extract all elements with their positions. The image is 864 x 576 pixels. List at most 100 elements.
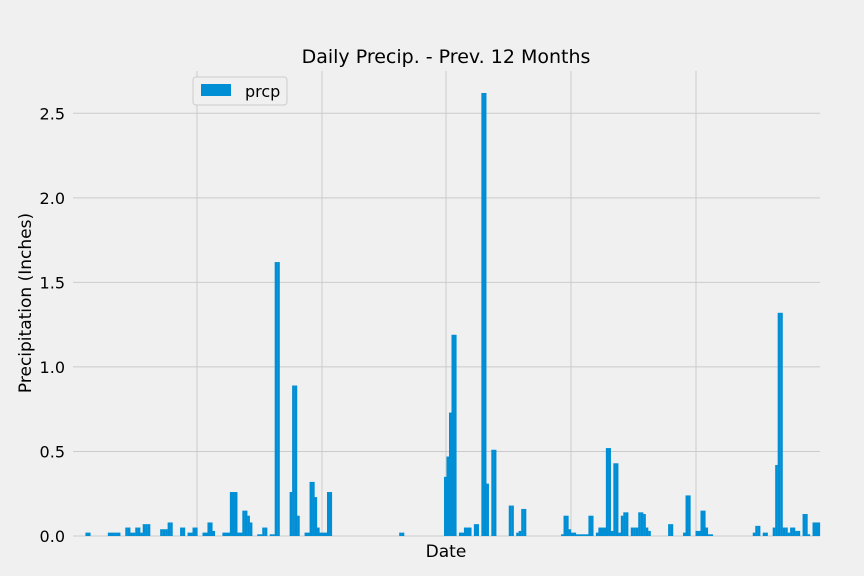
prcp-bar: [635, 527, 639, 536]
prcp-bar: [780, 312, 783, 536]
prcp-bar: [110, 532, 113, 536]
prcp-bar: [329, 492, 333, 536]
prcp-bar: [182, 527, 186, 536]
grid-lines: [73, 71, 820, 537]
prcp-bar: [568, 529, 572, 536]
prcp-bar: [451, 334, 455, 536]
prcp-bar: [481, 92, 484, 537]
prcp-bar: [125, 527, 128, 536]
prcp-bar: [640, 512, 644, 536]
prcp-bar: [234, 492, 238, 536]
prcp-bar: [583, 534, 587, 536]
y-tick-label: 0.5: [40, 442, 65, 461]
prcp-bar: [620, 515, 624, 536]
prcp-bar: [695, 530, 699, 536]
prcp-bar: [697, 530, 701, 536]
prcp-bar: [785, 527, 788, 536]
prcp-bar: [242, 510, 245, 536]
prcp-bar: [127, 527, 131, 536]
prcp-bar: [461, 532, 465, 536]
prcp-bar: [702, 510, 706, 536]
prcp-bar: [782, 527, 786, 536]
prcp-bar: [324, 532, 328, 536]
prcp-bar: [212, 530, 216, 536]
legend: prcp: [192, 76, 288, 106]
prcp-bar: [257, 534, 260, 536]
prcp-bar: [757, 525, 761, 536]
prcp-bar: [448, 412, 452, 536]
prcp-bar: [683, 532, 686, 536]
prcp-bar: [446, 456, 450, 536]
prcp-bar: [190, 532, 193, 536]
prcp-bar: [85, 532, 89, 536]
prcp-bar: [585, 534, 589, 536]
prcp-bar: [142, 524, 146, 536]
prcp-bar: [207, 522, 211, 536]
prcp-bar: [167, 522, 171, 536]
prcp-bar: [566, 515, 569, 536]
prcp-bar: [516, 532, 519, 536]
prcp-bar: [229, 492, 233, 536]
prcp-bar: [312, 481, 315, 536]
y-tick-label: 2.0: [40, 189, 65, 208]
prcp-bar: [140, 532, 143, 536]
bars: [85, 92, 821, 537]
prcp-bar: [710, 534, 714, 536]
prcp-bar: [483, 92, 487, 537]
prcp-bar: [648, 530, 651, 536]
prcp-bar: [117, 532, 121, 536]
y-tick-label: 1.0: [40, 358, 65, 377]
prcp-bar: [399, 532, 402, 536]
prcp-bar: [588, 515, 592, 536]
prcp-bar: [521, 508, 524, 536]
prcp-bar: [326, 492, 330, 536]
prcp-bar: [571, 532, 574, 536]
prcp-bar: [272, 534, 275, 536]
prcp-bar: [817, 522, 821, 536]
prcp-bar: [580, 534, 584, 536]
prcp-bar: [277, 262, 280, 536]
prcp-bar: [130, 532, 133, 536]
legend-label: prcp: [245, 82, 280, 101]
prcp-bar: [204, 532, 208, 536]
prcp-bar: [160, 529, 163, 536]
prcp-bar: [575, 534, 579, 536]
prcp-bar: [297, 515, 300, 536]
prcp-bar: [573, 532, 577, 536]
prcp-bar: [752, 532, 756, 536]
prcp-bar: [227, 532, 230, 536]
prcp-bar: [170, 522, 173, 536]
prcp-bar: [453, 334, 457, 536]
prcp-bar: [765, 532, 768, 536]
prcp-bar: [613, 463, 616, 536]
y-axis-label: Precipitation (Inches): [16, 213, 36, 393]
prcp-bar: [668, 524, 671, 536]
prcp-bar: [777, 312, 781, 536]
prcp-bar: [598, 527, 602, 536]
prcp-bar: [775, 464, 778, 536]
prcp-bar: [112, 532, 116, 536]
prcp-bar: [135, 527, 138, 536]
prcp-bar: [630, 527, 634, 536]
prcp-bar: [476, 524, 479, 536]
chart-title: Daily Precip. - Prev. 12 Months: [302, 46, 591, 68]
prcp-bar: [192, 527, 196, 536]
prcp-bar: [792, 527, 796, 536]
prcp-bar: [645, 527, 649, 536]
prcp-bar: [180, 527, 183, 536]
x-axis-label: Date: [426, 542, 467, 562]
prcp-bar: [262, 527, 265, 536]
prcp-bar: [802, 514, 806, 536]
prcp-bar: [523, 508, 527, 536]
prcp-bar: [237, 532, 240, 536]
prcp-bar: [705, 527, 709, 536]
y-tick-label: 1.5: [40, 273, 65, 292]
prcp-bar: [615, 463, 619, 536]
prcp-bar: [458, 532, 462, 536]
prcp-bar: [209, 522, 213, 536]
prcp-bar: [463, 527, 467, 536]
prcp-bar: [493, 449, 497, 536]
prcp-bar: [466, 527, 470, 536]
prcp-bar: [633, 527, 636, 536]
